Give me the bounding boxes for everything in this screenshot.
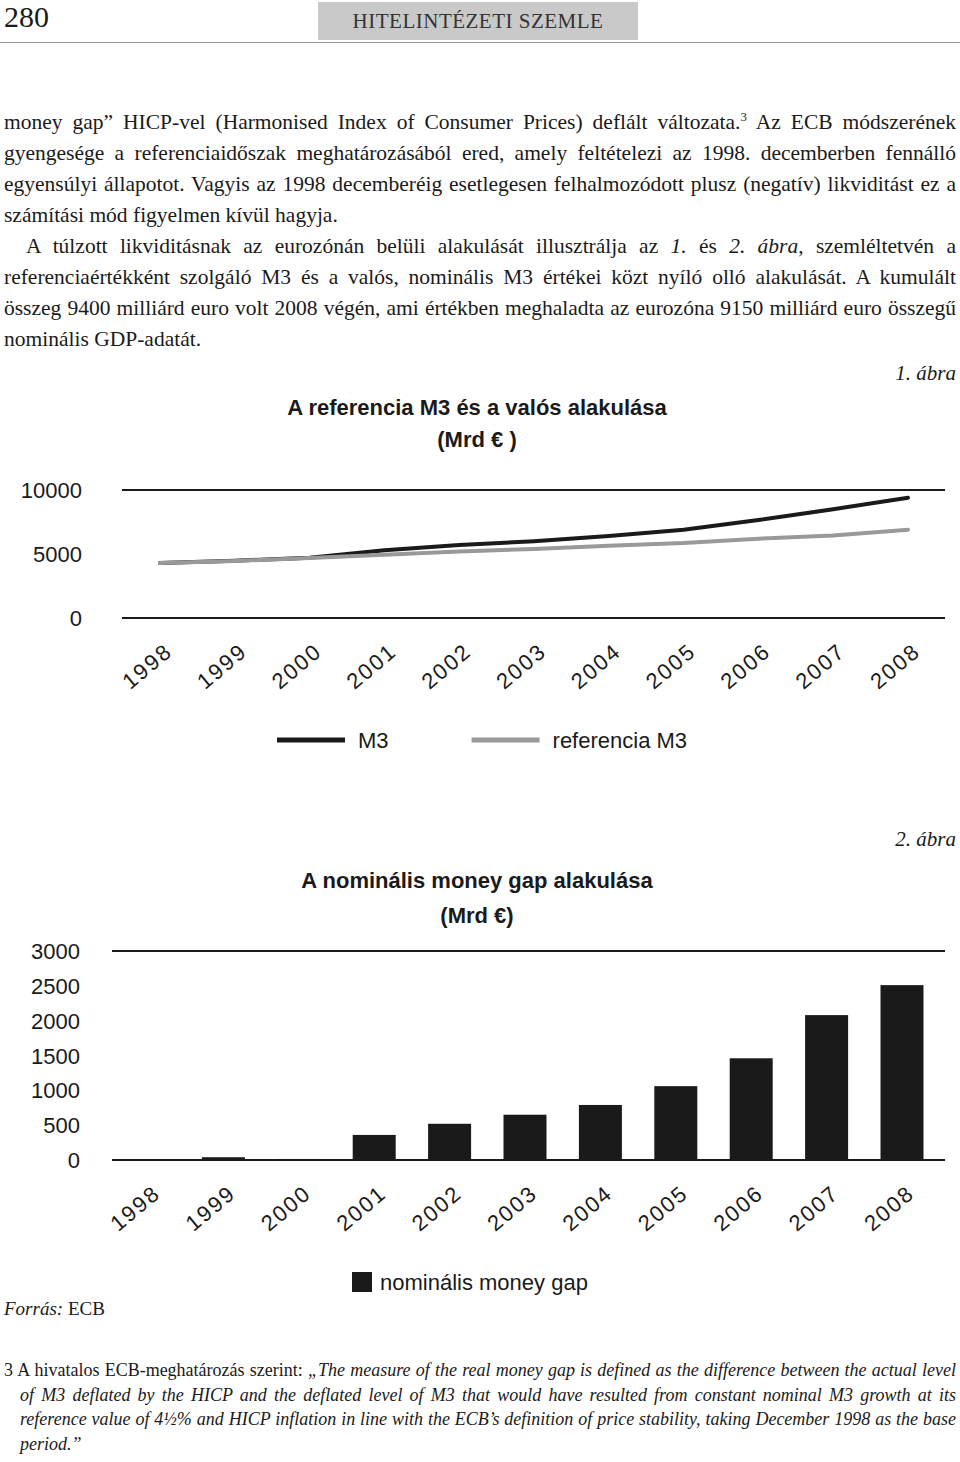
footnote: 3 A hivatalos ECB-meghatározás szerint: … [4, 1358, 956, 1456]
bar [654, 1086, 697, 1160]
chart-subtitle: (Mrd €) [440, 903, 513, 928]
y-tick-label: 10000 [21, 478, 82, 503]
source-label: Forrás: [4, 1298, 63, 1319]
x-tick-label: 2000 [267, 638, 327, 694]
bar [579, 1105, 622, 1160]
x-tick-label: 1999 [181, 1180, 241, 1236]
x-tick-label: 2001 [332, 1180, 392, 1236]
legend-swatch [277, 738, 345, 743]
y-tick-label: 2000 [31, 1009, 80, 1034]
chart-title: A nominális money gap alakulása [301, 868, 653, 893]
y-tick-label: 0 [70, 606, 82, 631]
y-tick-label: 500 [43, 1113, 80, 1138]
source: Forrás: ECB [4, 1298, 105, 1320]
text-run: 2. ábra [729, 234, 798, 258]
x-tick-label: 2008 [865, 638, 925, 694]
y-tick-label: 0 [68, 1148, 80, 1173]
x-tick-label: 2008 [859, 1180, 919, 1236]
legend-item: nominális money gap [352, 1270, 588, 1295]
text-run: A túlzott likviditásnak az eurozónán bel… [26, 234, 671, 258]
bar [277, 1159, 320, 1160]
paragraph: A túlzott likviditásnak az eurozónán bel… [4, 231, 956, 355]
axis-line [122, 489, 945, 491]
bar [127, 1160, 170, 1161]
x-tick-label: 2002 [417, 638, 477, 694]
legend-item: M3 [277, 728, 389, 753]
x-tick-label: 2004 [566, 638, 626, 694]
x-tick-label: 2000 [256, 1180, 316, 1236]
legend-item: referencia M3 [472, 728, 688, 753]
x-tick-label: 2003 [491, 638, 551, 694]
x-tick-label: 2002 [407, 1180, 467, 1236]
legend-label: nominális money gap [380, 1270, 588, 1295]
x-tick-label: 2005 [633, 1180, 693, 1236]
text-run: money gap” HICP-vel (Harmonised Index of… [4, 110, 740, 134]
charts: 1. ábra A referencia M3 és a valós alakul… [0, 0, 960, 1462]
y-tick-label: 5000 [33, 542, 82, 567]
journal-title: HITELINTÉZETI SZEMLE [318, 2, 638, 40]
axis-line [122, 617, 945, 619]
legend-swatch [352, 1272, 372, 1292]
legend-label: referencia M3 [553, 728, 688, 753]
figure-label: 2. ábra [895, 827, 956, 851]
chart-subtitle: (Mrd € ) [437, 427, 516, 452]
bar [353, 1135, 396, 1160]
figure-label: 1. ábra [895, 361, 956, 385]
x-tick-label: 1998 [105, 1180, 165, 1236]
x-tick-label: 2003 [482, 1180, 542, 1236]
line-series [160, 530, 908, 563]
plot-marks [160, 498, 908, 563]
x-tick-label: 2006 [716, 638, 776, 694]
chart: 1. ábra A referencia M3 és a valós alakul… [21, 361, 956, 753]
bar [428, 1124, 471, 1160]
bar [504, 1115, 547, 1160]
x-tick-label: 1998 [117, 638, 177, 694]
x-tick-label: 2004 [558, 1180, 618, 1236]
text-run: 3 [740, 110, 746, 124]
header-rule [0, 42, 960, 43]
y-tick-label: 1000 [31, 1078, 80, 1103]
chart-title: A referencia M3 és a valós alakulása [287, 395, 667, 420]
text-run: 3 A hivatalos ECB-meghatározás szerint: [4, 1360, 308, 1380]
axis-line [112, 950, 945, 952]
x-tick-label: 2005 [641, 638, 701, 694]
legend-label: M3 [358, 728, 389, 753]
bar [202, 1157, 245, 1160]
chart: 2. ábra A nominális money gap alakulása (M… [31, 827, 956, 1295]
bar [805, 1015, 848, 1160]
y-tick-label: 2500 [31, 974, 80, 999]
x-tick-label: 2001 [342, 638, 402, 694]
x-tick-label: 1999 [192, 638, 252, 694]
x-tick-label: 2007 [784, 1180, 844, 1236]
text-run: és [687, 234, 730, 258]
bar [881, 985, 924, 1160]
x-tick-label: 2007 [791, 638, 851, 694]
source-text: ECB [63, 1298, 105, 1319]
text-run: 1. [671, 234, 687, 258]
body-text: money gap” HICP-vel (Harmonised Index of… [4, 107, 956, 355]
page-number: 280 [4, 0, 49, 34]
legend-swatch [472, 738, 540, 743]
y-tick-label: 1500 [31, 1044, 80, 1069]
paragraph: money gap” HICP-vel (Harmonised Index of… [4, 107, 956, 231]
plot-marks [202, 985, 924, 1160]
bar [730, 1058, 773, 1160]
line-series [160, 498, 908, 563]
y-tick-label: 3000 [31, 939, 80, 964]
x-tick-label: 2006 [709, 1180, 769, 1236]
